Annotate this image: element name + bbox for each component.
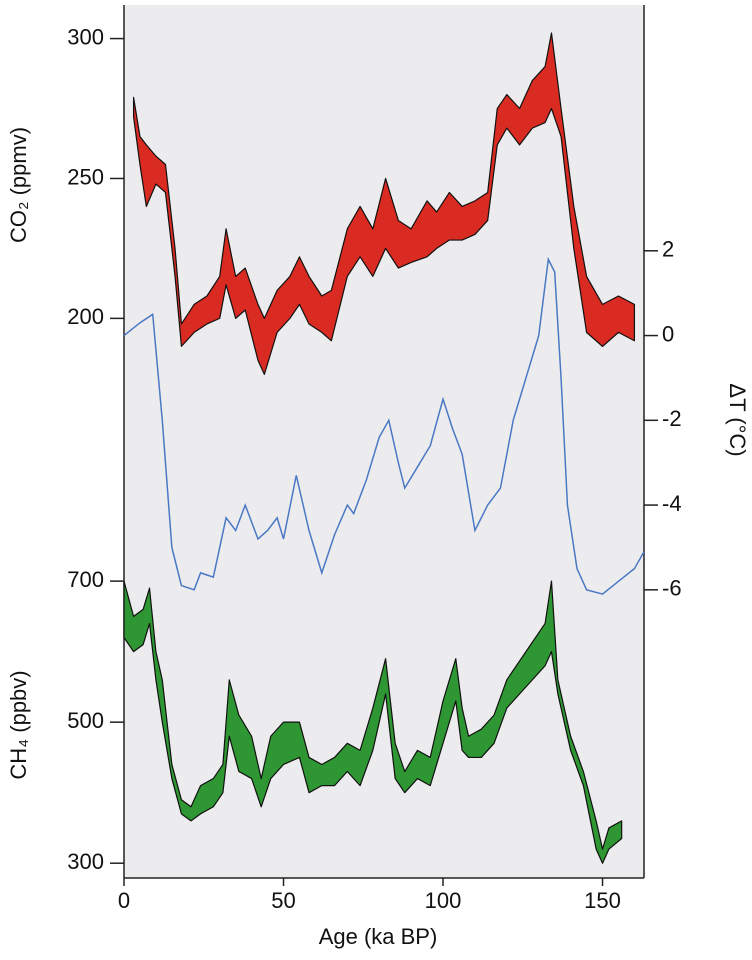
temp-axis-label: ΔT (°C) — [725, 383, 750, 456]
y2-tick-label: -2 — [662, 406, 682, 431]
y-tick-label: 200 — [67, 304, 104, 329]
y2-tick-label: 0 — [662, 321, 674, 346]
band — [132, 32, 636, 375]
y-tick-label: 250 — [67, 164, 104, 189]
y-tick-label: 300 — [67, 849, 104, 874]
y2-tick-label: 2 — [662, 237, 674, 262]
line — [123, 256, 645, 595]
x-tick-label: 50 — [271, 888, 295, 913]
y-tick-label: 500 — [67, 708, 104, 733]
x-tick-label: 100 — [425, 888, 462, 913]
plot-background — [124, 5, 644, 878]
band — [123, 580, 623, 864]
y2-tick-label: -4 — [662, 491, 682, 516]
x-tick-label: 150 — [584, 888, 621, 913]
y-tick-label: 700 — [67, 567, 104, 592]
x-tick-label: 0 — [118, 888, 130, 913]
y-tick-label: 300 — [67, 24, 104, 49]
y2-tick-label: -6 — [662, 576, 682, 601]
co2-axis-label: CO₂ (ppmv) — [6, 127, 31, 243]
ch4-axis-label: CH₄ (ppbv) — [6, 670, 31, 779]
x-axis-label: Age (ka BP) — [319, 924, 438, 949]
